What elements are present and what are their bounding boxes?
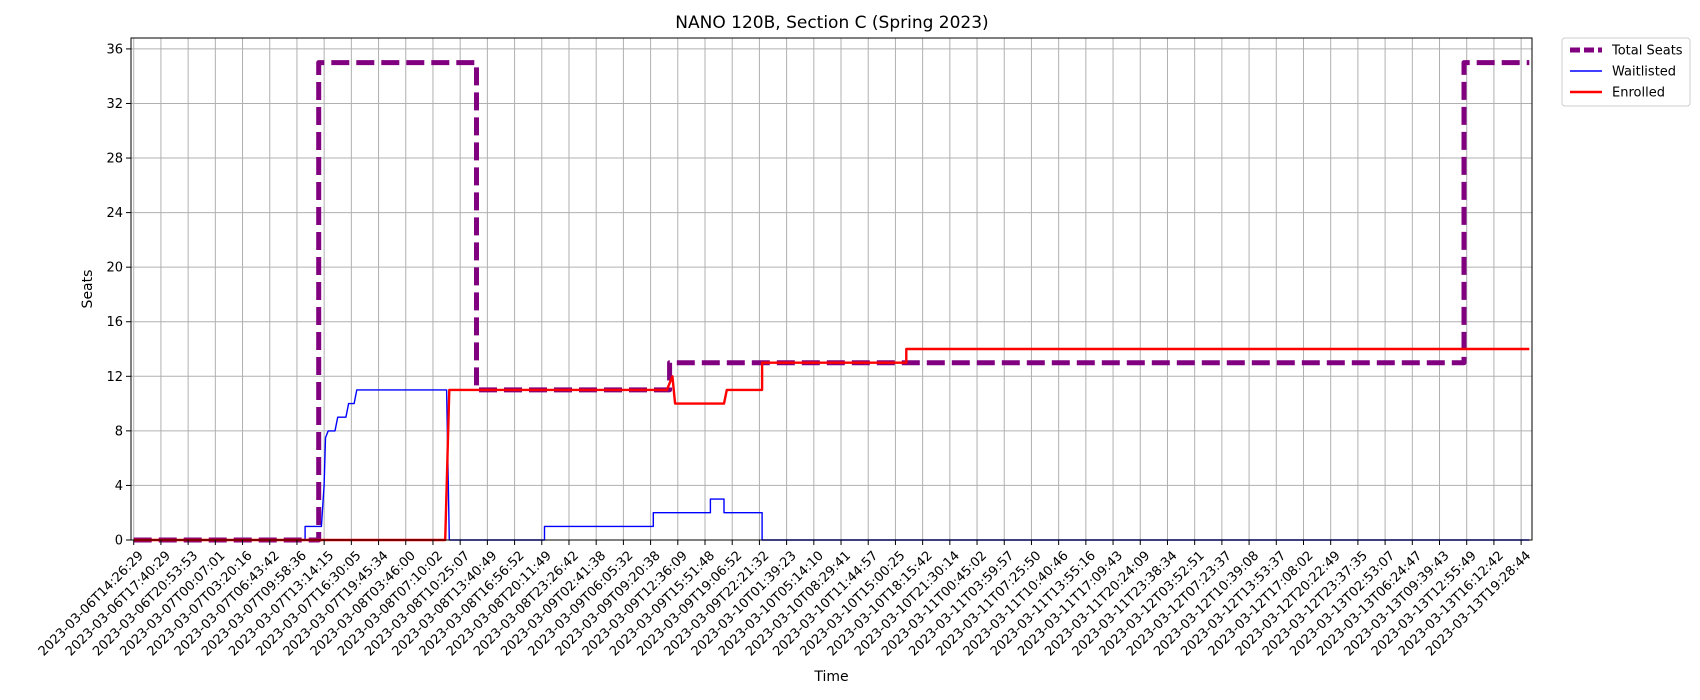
legend-label: Waitlisted [1612,65,1676,80]
y-tick-label: 24 [106,206,123,221]
y-tick-label: 8 [115,424,123,439]
y-tick-label: 12 [106,370,123,385]
legend-label: Enrolled [1612,86,1665,101]
series-line-waitlisted [133,389,1530,541]
y-tick-label: 32 [106,97,123,112]
y-tick-label: 20 [106,261,123,276]
y-axis-title: Seats [80,270,96,309]
legend: Total Seats Waitlisted Enrolled [1561,37,1691,107]
series-layer [133,60,1530,543]
series-line-total-seats [133,60,1530,543]
x-axis: 2023-03-06T14:26:292023-03-06T17:40:2920… [36,540,1534,659]
chart-title: NANO 120B, Section C (Spring 2023) [675,13,988,33]
y-tick-label: 4 [115,479,123,494]
grid [131,38,1532,541]
legend-box [1561,37,1691,107]
y-axis: 0 4 8 12 16 20 24 28 32 36 [106,42,131,549]
plot-frame [130,37,1533,541]
legend-label: Total Seats [1611,44,1683,59]
series-line-enrolled [133,347,1530,542]
y-tick-label: 0 [115,534,123,549]
y-tick-label: 16 [106,315,123,330]
y-tick-label: 28 [106,152,123,167]
y-tick-label: 36 [106,42,123,57]
x-axis-title: Time [813,669,848,685]
